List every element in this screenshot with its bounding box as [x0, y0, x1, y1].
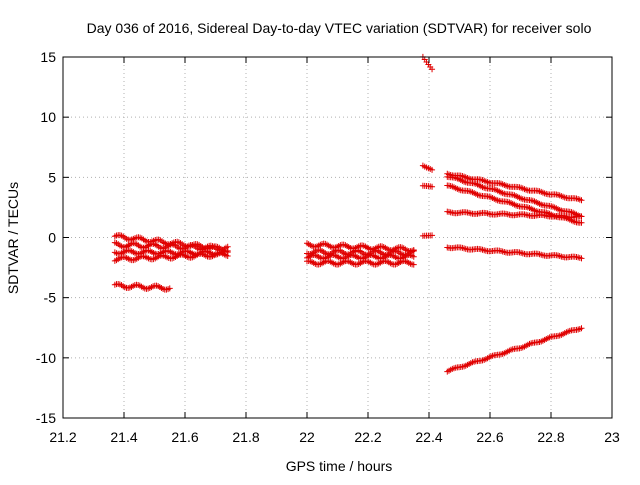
- series-arc-b4: [304, 257, 417, 268]
- data-point: [166, 285, 173, 292]
- x-tick-label: 22.6: [476, 429, 503, 445]
- x-tick-label: 23: [604, 429, 620, 445]
- data-point: [578, 325, 585, 332]
- grid-layer: [63, 57, 612, 418]
- data-point: [429, 66, 436, 73]
- data-point: [578, 219, 585, 226]
- data-point: [429, 166, 436, 173]
- x-axis-label: GPS time / hours: [286, 458, 393, 474]
- x-tick-label: 21.8: [232, 429, 259, 445]
- y-tick-label: 0: [48, 230, 56, 246]
- series-arc-a5: [111, 280, 173, 293]
- series-arc-c2: [419, 162, 436, 173]
- y-tick-label: -10: [36, 350, 56, 366]
- x-tick-label: 22.8: [537, 429, 564, 445]
- y-axis-label: SDTVAR / TECUs: [5, 182, 21, 294]
- data-point: [578, 255, 585, 262]
- data-point: [410, 253, 417, 260]
- y-tick-label: -15: [36, 410, 56, 426]
- y-tick-label: 5: [48, 169, 56, 185]
- y-tick-label: 15: [40, 49, 56, 65]
- data-point: [224, 243, 231, 250]
- series-arc-d3: [444, 182, 585, 226]
- y-tick-label: -5: [44, 290, 57, 306]
- data-point: [429, 232, 436, 239]
- series-arc-c4: [419, 232, 436, 239]
- series-arc-d6: [444, 325, 585, 375]
- data-point: [429, 183, 436, 190]
- data-point: [578, 197, 585, 204]
- x-tick-label: 21.2: [49, 429, 76, 445]
- x-tick-label: 21.6: [171, 429, 198, 445]
- series-arc-c3: [419, 182, 436, 190]
- series-arc-d5: [444, 244, 585, 262]
- tick-layer: 21.2 21.4 21.6 21.8 22 22.2 22.4 22.6 22.8 23 -15 -…: [36, 49, 620, 445]
- series-arc-d4: [444, 208, 585, 221]
- data-point: [224, 252, 231, 259]
- data-point: [410, 261, 417, 268]
- data-points-layer: [111, 53, 585, 375]
- series-arc-d1: [444, 170, 585, 204]
- x-tick-label: 21.4: [110, 429, 137, 445]
- series-arc-d2: [444, 173, 585, 220]
- plot-frame: [62, 56, 613, 419]
- data-point: [578, 213, 585, 220]
- data-point: [410, 248, 417, 255]
- chart-title: Day 036 of 2016, Sidereal Day-to-day VTE…: [87, 20, 592, 36]
- x-tick-label: 22: [299, 429, 315, 445]
- y-tick-label: 10: [40, 109, 56, 125]
- x-tick-label: 22.4: [415, 429, 442, 445]
- series-arc-b3: [304, 251, 417, 262]
- series-arc-a4: [111, 249, 231, 264]
- x-tick-label: 22.2: [354, 429, 381, 445]
